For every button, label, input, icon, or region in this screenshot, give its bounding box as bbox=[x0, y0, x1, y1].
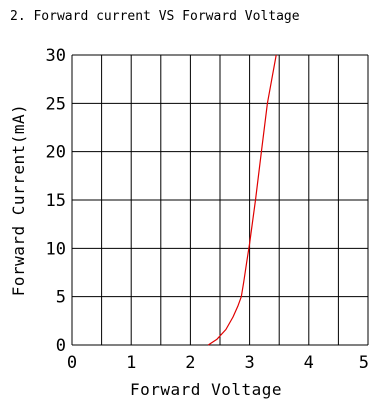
x-tick-label-5: 5 bbox=[359, 353, 369, 373]
x-tick-label-1: 1 bbox=[126, 353, 136, 373]
y-tick-label-0: 0 bbox=[56, 336, 66, 356]
chart-title: 2. Forward current VS Forward Voltage bbox=[10, 9, 300, 24]
y-axis-label: Forward Current(mA) bbox=[9, 104, 28, 297]
x-tick-labels: 0 1 2 3 4 5 bbox=[67, 353, 369, 373]
y-tick-label-25: 25 bbox=[46, 94, 66, 114]
series-line-0 bbox=[207, 54, 277, 346]
y-tick-label-10: 10 bbox=[46, 239, 66, 259]
grid bbox=[71, 54, 369, 346]
y-tick-label-15: 15 bbox=[46, 191, 66, 211]
y-tick-label-20: 20 bbox=[46, 143, 66, 163]
x-axis-label: Forward Voltage bbox=[130, 380, 282, 399]
series-layer bbox=[207, 54, 277, 346]
y-tick-label-5: 5 bbox=[56, 288, 66, 308]
y-tick-label-30: 30 bbox=[46, 46, 66, 66]
x-tick-label-4: 4 bbox=[304, 353, 314, 373]
x-tick-label-2: 2 bbox=[185, 353, 195, 373]
y-tick-labels: 0 5 10 15 20 25 30 bbox=[46, 46, 66, 356]
x-tick-label-0: 0 bbox=[67, 353, 77, 373]
x-tick-label-3: 3 bbox=[244, 353, 254, 373]
